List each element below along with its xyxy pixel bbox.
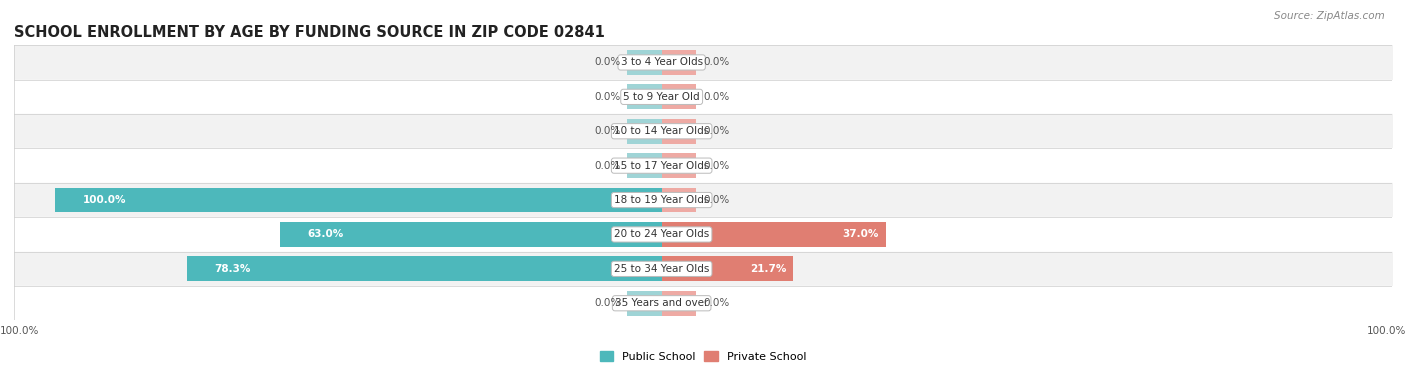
Bar [662, 291, 696, 316]
Text: 35 Years and over: 35 Years and over [614, 298, 709, 308]
Text: 0.0%: 0.0% [703, 161, 730, 171]
Text: 0.0%: 0.0% [595, 298, 620, 308]
Text: 0.0%: 0.0% [703, 195, 730, 205]
Text: 0.0%: 0.0% [703, 126, 730, 136]
Text: 18 to 19 Year Olds: 18 to 19 Year Olds [614, 195, 710, 205]
Bar [662, 153, 696, 178]
Bar [662, 50, 696, 75]
Bar [280, 222, 662, 247]
Bar [627, 153, 662, 178]
Bar [187, 256, 662, 281]
Text: 0.0%: 0.0% [595, 126, 620, 136]
Bar [662, 222, 886, 247]
Text: 0.0%: 0.0% [595, 161, 620, 171]
Text: SCHOOL ENROLLMENT BY AGE BY FUNDING SOURCE IN ZIP CODE 02841: SCHOOL ENROLLMENT BY AGE BY FUNDING SOUR… [14, 25, 605, 40]
Bar [662, 119, 696, 144]
Bar [627, 291, 662, 316]
Text: 10 to 14 Year Olds: 10 to 14 Year Olds [614, 126, 709, 136]
Text: 3 to 4 Year Olds: 3 to 4 Year Olds [620, 57, 703, 67]
Text: 0.0%: 0.0% [703, 92, 730, 102]
Bar [627, 84, 662, 109]
Bar [55, 188, 662, 212]
Text: 100.0%: 100.0% [0, 326, 39, 336]
Text: 20 to 24 Year Olds: 20 to 24 Year Olds [614, 230, 709, 239]
Legend: Public School, Private School: Public School, Private School [596, 348, 810, 365]
Text: 100.0%: 100.0% [83, 195, 127, 205]
Text: 0.0%: 0.0% [703, 298, 730, 308]
Text: 0.0%: 0.0% [703, 57, 730, 67]
Text: 15 to 17 Year Olds: 15 to 17 Year Olds [614, 161, 710, 171]
Text: 0.0%: 0.0% [595, 92, 620, 102]
Bar [627, 50, 662, 75]
Text: 0.0%: 0.0% [595, 57, 620, 67]
Bar [662, 84, 696, 109]
Text: 63.0%: 63.0% [308, 230, 343, 239]
Text: 25 to 34 Year Olds: 25 to 34 Year Olds [614, 264, 710, 274]
Text: 37.0%: 37.0% [842, 230, 879, 239]
Text: 5 to 9 Year Old: 5 to 9 Year Old [623, 92, 700, 102]
Text: 100.0%: 100.0% [1367, 326, 1406, 336]
Text: Source: ZipAtlas.com: Source: ZipAtlas.com [1274, 11, 1385, 21]
Bar [627, 119, 662, 144]
Text: 78.3%: 78.3% [215, 264, 250, 274]
Text: 21.7%: 21.7% [749, 264, 786, 274]
Bar [662, 256, 793, 281]
Bar [662, 188, 696, 212]
